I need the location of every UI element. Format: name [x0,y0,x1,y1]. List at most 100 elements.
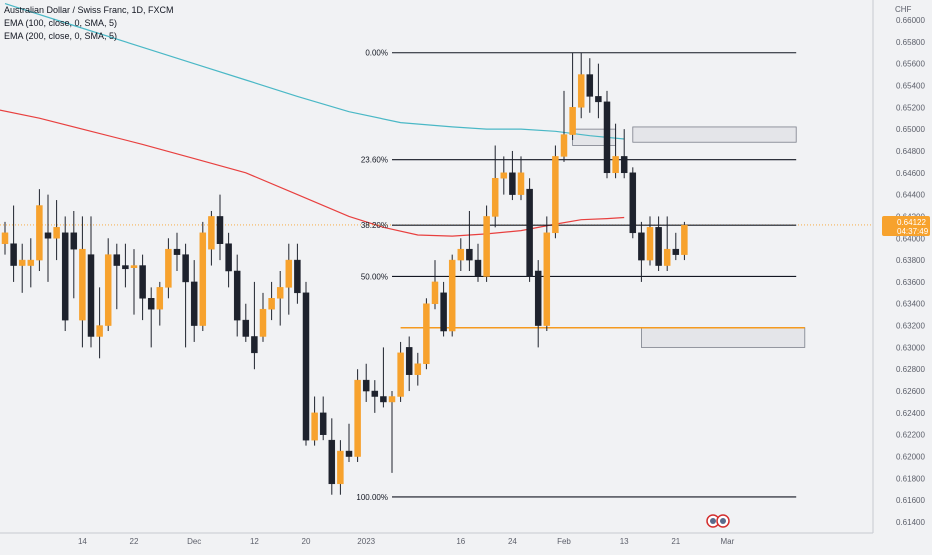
fib-level-label-4: 100.00% [356,493,388,502]
time-tick-label-11: 21 [671,537,680,546]
candle-body-45 [388,396,396,403]
price-tick-label-3: 0.62000 [896,453,925,462]
candle-body-48 [414,363,422,375]
indicator-ema-200-label: EMA (200, close, 0, SMA, 5) [4,31,118,41]
candle-body-43 [371,390,379,397]
time-tick-label-3: Dec [187,537,201,546]
fib-level-label-0: 0.00% [365,49,388,58]
candle-body-41 [354,379,361,457]
candle-body-21 [182,254,189,283]
candle-body-1 [10,243,17,266]
price-tick-label-15: 0.64400 [896,191,925,200]
candle-body-74 [638,232,645,261]
candle-body-20 [173,248,181,255]
candle-body-61 [526,188,533,277]
time-tick-label-4: 12 [250,537,259,546]
price-axis [873,0,932,550]
price-tick-label-13: 0.64000 [896,234,925,243]
candle-body-35 [302,292,310,441]
candle-body-8 [70,232,78,250]
candle-body-73 [629,172,637,234]
price-tick-label-6: 0.62600 [896,387,925,396]
candle-body-77 [663,248,671,266]
candle-body-72 [620,156,628,174]
candle-body-18 [156,287,164,310]
candle-body-68 [586,74,594,97]
candle-body-4 [36,205,43,261]
time-tick-label-1: 14 [78,537,87,546]
candle-body-37 [319,412,327,435]
price-tick-label-12: 0.63800 [896,256,925,265]
time-axis [0,533,873,550]
candle-body-24 [208,216,215,250]
time-tick-label-9: Feb [557,537,571,546]
price-tick-label-19: 0.65200 [896,103,925,112]
candle-body-69 [595,96,602,103]
candle-body-31 [268,298,275,310]
price-tick-label-10: 0.63400 [896,300,925,309]
fib-level-label-2: 38.20% [361,221,388,230]
time-tick-label-2: 22 [130,537,139,546]
candle-body-63 [543,232,551,326]
candle-body-0 [1,232,9,244]
candle-body-17 [147,298,155,310]
candle-body-38 [328,439,336,485]
candle-body-32 [276,287,284,299]
candle-body-22 [190,281,198,326]
price-tick-label-16: 0.64600 [896,169,925,178]
candle-body-55 [474,259,482,277]
candle-body-3 [27,259,35,266]
candle-body-12 [104,254,112,326]
price-tick-label-7: 0.62800 [896,365,925,374]
time-tick-label-7: 16 [456,537,465,546]
fib-level-label-3: 50.00% [361,272,388,281]
chart-title: Australian Dollar / Swiss Franc, 1D, FXC… [4,5,174,15]
price-tick-label-0: 0.61400 [896,518,925,527]
price-tick-label-9: 0.63200 [896,322,925,331]
candle-body-40 [345,450,353,457]
candle-body-39 [337,450,344,485]
candle-body-47 [405,347,413,375]
price-countdown: 04:37:49 [897,227,929,236]
price-tick-label-2: 0.61800 [896,474,925,483]
currency-label: CHF [895,5,912,14]
candle-body-10 [87,254,95,337]
candle-body-7 [61,232,69,321]
candle-body-60 [517,172,525,195]
candle-body-52 [448,259,456,332]
candle-body-49 [423,303,430,365]
time-tick-label-6: 2023 [357,537,375,546]
candle-body-6 [53,227,60,239]
price-tick-label-1: 0.61600 [896,496,925,505]
candle-body-51 [440,292,447,332]
candle-body-13 [113,254,121,266]
candle-body-36 [311,412,318,441]
candle-body-16 [139,265,146,299]
ema-100-line [0,109,625,237]
candle-body-25 [216,216,224,244]
candle-body-59 [509,172,516,195]
candle-body-19 [165,248,172,288]
candle-body-78 [672,248,680,255]
candle-body-9 [79,248,86,321]
candle-body-44 [380,396,387,403]
candle-body-53 [457,248,465,261]
candle-body-50 [431,281,439,304]
candle-body-54 [466,248,473,261]
time-tick-label-12: Mar [721,537,735,546]
candle-body-34 [294,259,301,294]
candle-body-30 [259,308,267,337]
candle-body-5 [44,232,52,239]
current-price-tag [882,215,930,236]
candle-body-75 [646,227,654,261]
tradingview-logo-icon [706,514,730,528]
indicator-ema-100-label: EMA (100, close, 0, SMA, 5) [4,18,118,28]
price-tick-label-22: 0.65800 [896,38,925,47]
candle-body-11 [96,325,103,337]
price-tick-label-21: 0.65600 [896,60,925,69]
time-tick-label-5: 20 [302,537,311,546]
candle-body-67 [577,74,585,108]
candle-body-76 [655,227,662,266]
